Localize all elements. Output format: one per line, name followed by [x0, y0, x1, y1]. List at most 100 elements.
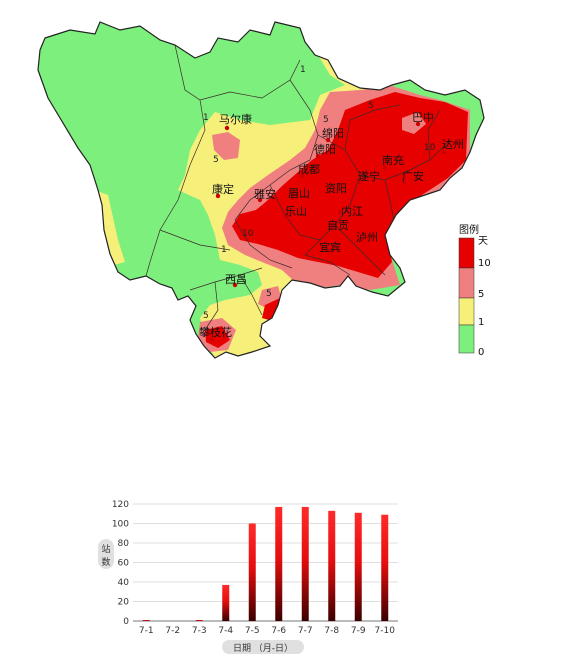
- city-suining: 遂宁: [357, 169, 380, 185]
- y-axis-title: 站 数: [98, 539, 114, 569]
- city-label: 康定: [212, 182, 234, 196]
- city-zigong: 自贡: [327, 219, 349, 232]
- city-label: 眉山: [288, 187, 310, 200]
- city-label: 资阳: [325, 182, 347, 195]
- city-label: 德阳: [314, 142, 336, 156]
- level-10-area: [232, 92, 468, 278]
- city-label: 攀枝花: [199, 325, 232, 339]
- isoline-label-10: 10: [424, 143, 436, 153]
- city-panzhihua: 攀枝花: [199, 325, 232, 343]
- city-label: 巴中: [412, 111, 434, 124]
- city-yibin: 宜宾: [319, 240, 341, 254]
- legend-label-10: 10: [478, 258, 491, 269]
- legend-unit: 天: [478, 236, 488, 247]
- station-count-chart: 0 20 40 60 80 100 120 7-1 7-2 7-3 7-4 7-5 7-6 7-7 7-8…: [98, 500, 398, 654]
- city-label: 绵阳: [322, 126, 344, 140]
- bar-7-5: [248, 523, 256, 621]
- y-axis-title-char: 站: [101, 543, 110, 555]
- isoline-label-1: 1: [203, 113, 209, 123]
- legend-swatch-10: [458, 237, 475, 269]
- city-bazhong: 巴中: [412, 111, 434, 127]
- chart-bars: [142, 506, 389, 621]
- isoline-label-10: 10: [242, 229, 254, 239]
- bar-7-7: [301, 506, 309, 621]
- city-xichang: 西昌: [225, 273, 247, 288]
- city-mianyang: 绵阳: [322, 126, 344, 143]
- x-tick-labels: 7-1 7-2 7-3 7-4 7-5 7-6 7-7 7-8 7-9 7-10: [139, 626, 395, 636]
- x-tick-label: 7-9: [351, 626, 366, 636]
- x-tick-label: 7-8: [324, 626, 339, 636]
- legend-label-1: 1: [478, 317, 484, 328]
- map-legend: 图例 天 10 5 1 0: [458, 223, 491, 358]
- city-luzhou: 泸州: [356, 231, 378, 244]
- x-tick-label: 7-5: [245, 626, 260, 636]
- x-tick-label: 7-3: [192, 626, 207, 636]
- x-tick-label: 7-10: [375, 626, 396, 636]
- city-label: 广安: [402, 169, 424, 183]
- x-axis-title: 日期 （月-日）: [222, 640, 304, 654]
- isoline-label-5: 5: [368, 101, 374, 111]
- city-nanchong: 南充: [382, 153, 404, 171]
- legend-swatch-1: [458, 297, 475, 326]
- bar-7-3: [195, 620, 203, 621]
- x-tick-label: 7-6: [271, 626, 286, 636]
- chart-gridlines: [133, 503, 398, 622]
- city-leshan: 乐山: [283, 205, 307, 219]
- boundary-lines: [145, 44, 451, 331]
- x-tick-label: 7-1: [139, 626, 154, 636]
- city-label: 泸州: [356, 231, 378, 244]
- legend-title: 图例: [459, 223, 479, 236]
- y-tick-label: 80: [118, 539, 130, 549]
- legend-label-0: 0: [478, 347, 484, 358]
- sichuan-map: 1 1 5 5 5 10 10 5 5 1 马尔康 巴中 达州 绵阳 德阳 南充…: [37, 21, 491, 359]
- city-markers: 马尔康 巴中 达州 绵阳 德阳 南充 广安 成都 遂宁 康定 雅安 眉山 资阳 …: [199, 111, 464, 343]
- city-label: 西昌: [225, 273, 247, 286]
- y-tick-label: 60: [118, 559, 130, 569]
- y-tick-labels: 0 20 40 60 80 100 120: [112, 500, 129, 627]
- city-label: 达州: [442, 138, 464, 151]
- city-label: 自贡: [327, 219, 349, 232]
- y-tick-label: 40: [118, 578, 130, 588]
- city-deyang: 德阳: [314, 142, 336, 159]
- isoline-label-5: 5: [266, 289, 272, 299]
- y-tick-label: 100: [112, 520, 129, 530]
- x-tick-label: 7-2: [165, 626, 180, 636]
- bar-7-1: [142, 620, 150, 621]
- x-tick-label: 7-4: [218, 626, 233, 636]
- city-label: 乐山: [285, 205, 307, 218]
- city-kangding: 康定: [212, 182, 234, 199]
- y-tick-label: 0: [123, 617, 129, 627]
- city-chengdu: 成都: [298, 163, 320, 179]
- legend-swatch-0: [458, 324, 475, 354]
- bar-7-10: [381, 514, 389, 621]
- city-meishan: 眉山: [288, 187, 310, 201]
- city-label: 南充: [382, 153, 404, 167]
- x-axis-title-text: 日期 （月-日）: [233, 643, 293, 654]
- city-ziyang: 资阳: [325, 182, 347, 195]
- city-label: 成都: [298, 163, 320, 176]
- bar-7-6: [275, 506, 283, 621]
- city-yaan: 雅安: [254, 187, 276, 203]
- y-axis-title-char: 数: [101, 556, 110, 568]
- bar-7-4: [222, 584, 230, 621]
- bar-7-8: [328, 510, 336, 621]
- city-label: 宜宾: [319, 240, 341, 254]
- bar-7-9: [354, 512, 362, 621]
- city-label: 遂宁: [358, 169, 380, 183]
- city-maerkang: 马尔康: [219, 112, 252, 131]
- isoline-label-5: 5: [203, 311, 209, 321]
- city-label: 马尔康: [219, 112, 252, 126]
- isoline-label-1: 1: [300, 65, 306, 75]
- legend-label-5: 5: [478, 289, 484, 300]
- city-label: 雅安: [254, 187, 276, 201]
- city-neijiang: 内江: [337, 204, 363, 218]
- city-guangan: 广安: [401, 169, 424, 185]
- y-tick-label: 20: [118, 598, 130, 608]
- city-label: 内江: [341, 204, 363, 218]
- isoline-label-1: 1: [221, 245, 227, 255]
- legend-swatch-5: [458, 267, 475, 299]
- isoline-label-5: 5: [323, 115, 329, 125]
- y-tick-label: 120: [112, 500, 129, 510]
- province-outline: [37, 21, 485, 359]
- isoline-label-5: 5: [213, 155, 219, 165]
